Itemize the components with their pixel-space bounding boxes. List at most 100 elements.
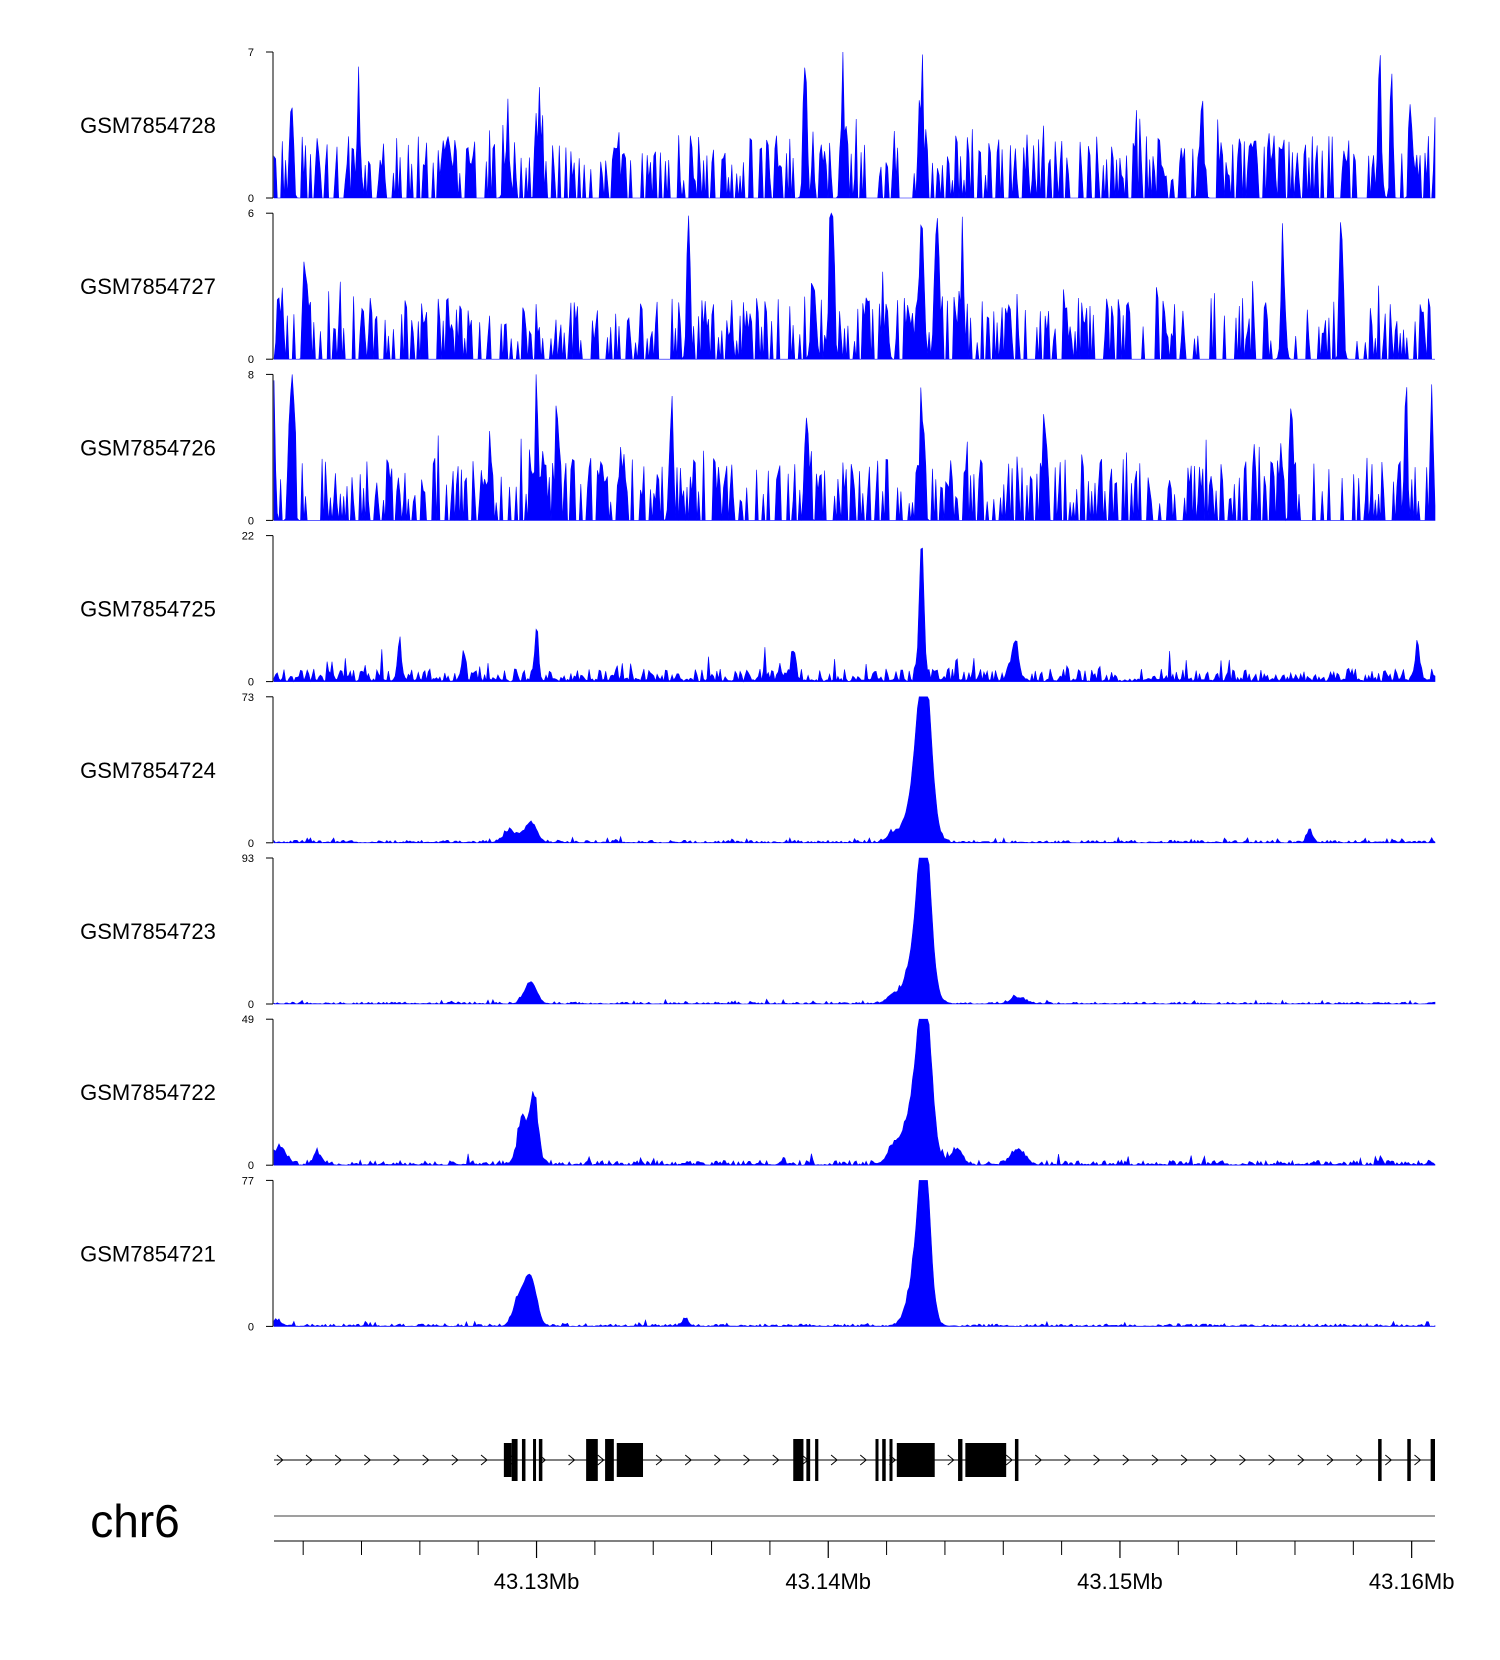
strand-chevron — [364, 1454, 372, 1466]
coverage-area — [273, 374, 1436, 522]
exon-block — [882, 1439, 886, 1481]
exon-block — [793, 1439, 804, 1481]
y-max-label: 77 — [242, 1175, 254, 1187]
track-GSM7854728: GSM7854728 7 0 — [80, 47, 1436, 205]
exon-block — [605, 1439, 614, 1481]
axis-tick-label: 43.13Mb — [494, 1569, 580, 1594]
axis-tick-label: 43.15Mb — [1077, 1569, 1163, 1594]
strand-chevron — [1151, 1454, 1159, 1466]
axis-tick-label: 43.16Mb — [1369, 1569, 1455, 1594]
coverage-area — [273, 857, 1436, 1005]
track-GSM7854722: GSM7854722 49 0 — [80, 1014, 1436, 1172]
track-GSM7854723: GSM7854723 93 0 — [80, 853, 1436, 1011]
y-min-label: 0 — [248, 999, 254, 1011]
track-GSM7854721: GSM7854721 77 0 — [80, 1175, 1436, 1333]
track-name-label: GSM7854728 — [80, 113, 216, 138]
strand-chevron — [1209, 1454, 1218, 1466]
exon-block — [896, 1443, 935, 1477]
strand-chevron — [743, 1454, 751, 1466]
strand-chevron — [859, 1454, 868, 1466]
track-name-label: GSM7854724 — [80, 758, 216, 783]
strand-chevron — [1414, 1454, 1422, 1466]
coverage-area — [273, 51, 1436, 199]
strand-chevron — [1268, 1454, 1276, 1466]
exon-block — [586, 1439, 598, 1481]
strand-chevron — [1385, 1454, 1393, 1466]
y-min-label: 0 — [248, 838, 254, 850]
strand-chevron — [1180, 1454, 1188, 1466]
strand-chevron — [422, 1454, 430, 1466]
exon-block — [1014, 1439, 1019, 1481]
y-max-label: 93 — [242, 853, 254, 865]
y-min-label: 0 — [248, 1160, 254, 1172]
strand-chevron — [655, 1454, 663, 1466]
exon-block — [521, 1439, 526, 1481]
strand-chevron — [276, 1454, 284, 1466]
track-name-label: GSM7854727 — [80, 274, 216, 299]
strand-chevron — [830, 1454, 838, 1466]
track-name-label: GSM7854725 — [80, 597, 216, 622]
exon-block — [1407, 1439, 1411, 1481]
exon-block — [965, 1443, 1007, 1477]
strand-chevron — [305, 1454, 313, 1466]
y-min-label: 0 — [248, 354, 254, 366]
track-name-label: GSM7854723 — [80, 919, 216, 944]
chromosome-label: chr6 — [90, 1495, 179, 1547]
track-name-label: GSM7854721 — [80, 1241, 216, 1266]
y-min-label: 0 — [248, 515, 254, 527]
exon-block — [815, 1439, 819, 1481]
exon-block — [538, 1439, 543, 1481]
strand-chevron — [1064, 1454, 1072, 1466]
exon-block — [806, 1439, 811, 1481]
strand-chevron — [1297, 1454, 1305, 1466]
strand-chevron — [480, 1454, 488, 1466]
exon-block — [503, 1443, 512, 1477]
gene-track — [274, 1439, 1435, 1481]
strand-chevron — [684, 1454, 693, 1466]
strand-chevron — [1122, 1454, 1130, 1466]
strand-chevron — [714, 1454, 722, 1466]
exon-block — [511, 1439, 518, 1481]
strand-chevron — [1093, 1454, 1101, 1466]
track-name-label: GSM7854726 — [80, 435, 216, 460]
y-max-label: 22 — [242, 531, 254, 543]
coverage-area — [273, 1180, 1436, 1327]
strand-chevron — [451, 1454, 459, 1466]
coverage-area — [273, 696, 1436, 844]
exon-block — [1430, 1439, 1435, 1481]
exon-block — [616, 1443, 644, 1477]
strand-chevron — [947, 1454, 955, 1466]
strand-chevron — [1239, 1454, 1247, 1466]
track-GSM7854727: GSM7854727 6 0 — [80, 208, 1435, 366]
strand-chevron — [393, 1454, 401, 1466]
y-max-label: 6 — [248, 208, 254, 220]
exon-block — [958, 1439, 963, 1481]
track-GSM7854724: GSM7854724 73 0 — [80, 692, 1436, 850]
strand-chevron — [1355, 1454, 1363, 1466]
y-min-label: 0 — [248, 193, 254, 205]
exon-block — [533, 1439, 537, 1481]
y-min-label: 0 — [248, 1321, 254, 1333]
strand-chevron — [334, 1454, 342, 1466]
axis-tick-label: 43.14Mb — [785, 1569, 871, 1594]
track-GSM7854726: GSM7854726 8 0 — [80, 369, 1436, 527]
track-name-label: GSM7854722 — [80, 1080, 216, 1105]
coverage-area — [273, 1018, 1436, 1166]
y-max-label: 49 — [242, 1014, 254, 1026]
coverage-area — [273, 212, 1435, 361]
strand-chevron — [568, 1454, 576, 1466]
y-max-label: 7 — [248, 47, 254, 59]
strand-chevron — [1034, 1454, 1043, 1466]
coverage-tracks: GSM785472870GSM785472760GSM785472680GSM7… — [80, 47, 1436, 1333]
strand-chevron — [772, 1454, 780, 1466]
exon-block — [889, 1439, 893, 1481]
y-max-label: 73 — [242, 692, 254, 704]
y-min-label: 0 — [248, 677, 254, 689]
y-max-label: 8 — [248, 369, 254, 381]
strand-chevron — [597, 1454, 605, 1466]
coverage-area — [273, 547, 1436, 683]
strand-chevron — [1005, 1454, 1013, 1466]
track-GSM7854725: GSM7854725 22 0 — [80, 531, 1436, 689]
exon-block — [1378, 1439, 1382, 1481]
